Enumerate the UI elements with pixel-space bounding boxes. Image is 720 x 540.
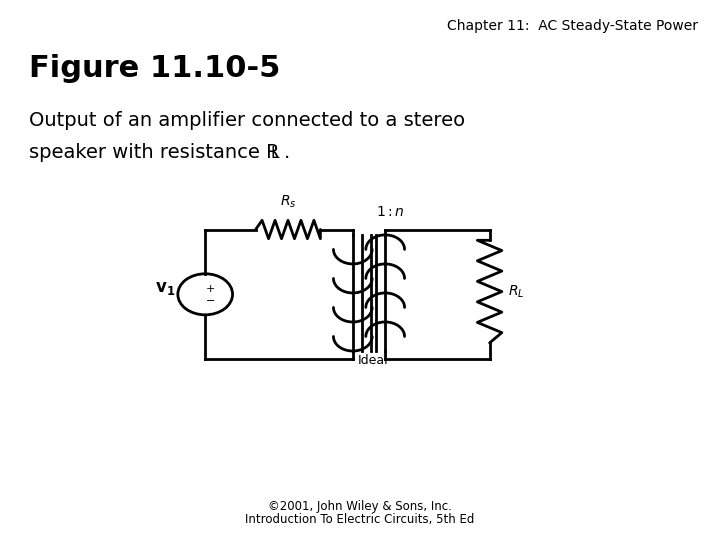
Text: +: + (205, 284, 215, 294)
Text: Ideal: Ideal (357, 354, 388, 367)
Text: $\mathbf{v}_\mathbf{1}$: $\mathbf{v}_\mathbf{1}$ (156, 279, 176, 297)
Text: speaker with resistance R: speaker with resistance R (29, 143, 279, 162)
Text: ©2001, John Wiley & Sons, Inc.: ©2001, John Wiley & Sons, Inc. (268, 500, 452, 513)
Text: −: − (205, 296, 215, 306)
Text: Output of an amplifier connected to a stereo: Output of an amplifier connected to a st… (29, 111, 465, 130)
Text: L: L (271, 146, 279, 161)
Text: $R_s$: $R_s$ (280, 194, 296, 210)
Text: .: . (284, 143, 290, 162)
Text: Introduction To Electric Circuits, 5th Ed: Introduction To Electric Circuits, 5th E… (246, 514, 474, 526)
Text: Figure 11.10-5: Figure 11.10-5 (29, 54, 280, 83)
Text: $R_L$: $R_L$ (508, 284, 524, 300)
Text: $1 : n$: $1 : n$ (376, 205, 405, 219)
Text: Chapter 11:  AC Steady-State Power: Chapter 11: AC Steady-State Power (447, 19, 698, 33)
